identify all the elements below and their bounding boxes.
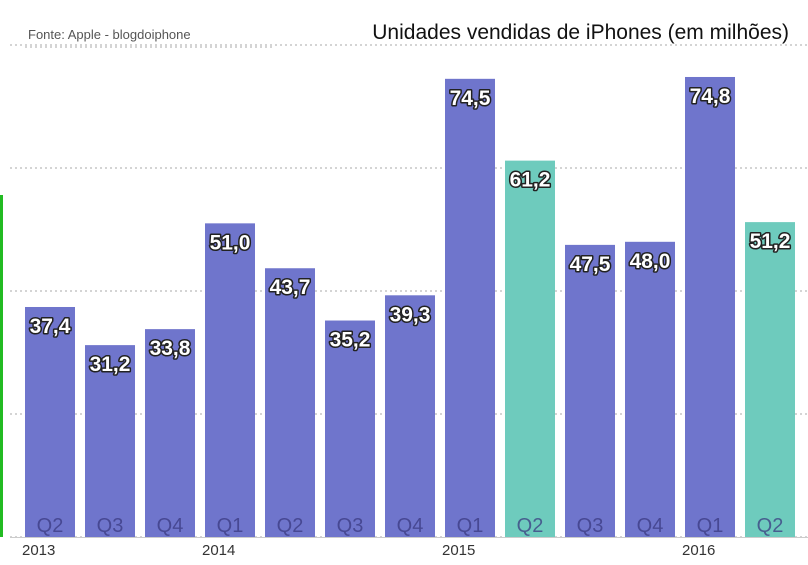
chart-title: Unidades vendidas de iPhones (em milhões… bbox=[372, 21, 789, 44]
quarter-label: Q3 bbox=[97, 515, 124, 537]
bar-value-label: 35,2 bbox=[330, 329, 371, 352]
bar-value-label: 33,8 bbox=[150, 337, 191, 360]
bar-value-label: 43,7 bbox=[270, 276, 311, 299]
left-edge-marker bbox=[0, 195, 3, 537]
bar bbox=[685, 76, 735, 537]
bar-value-label: 37,4 bbox=[30, 315, 71, 338]
bar-value-label: 48,0 bbox=[630, 250, 671, 273]
quarter-label: Q4 bbox=[157, 515, 184, 537]
bar bbox=[625, 241, 675, 538]
year-label: 2013 bbox=[22, 542, 55, 559]
source-note: Fonte: Apple - blogdoiphone bbox=[28, 27, 191, 42]
bar bbox=[265, 268, 315, 537]
bar bbox=[205, 223, 255, 537]
year-label: 2016 bbox=[682, 542, 715, 559]
bar-value-label: 47,5 bbox=[570, 253, 611, 276]
year-label: 2015 bbox=[442, 542, 475, 559]
quarter-label: Q2 bbox=[37, 515, 64, 537]
bars bbox=[25, 76, 795, 538]
bar-value-label: 31,2 bbox=[90, 353, 131, 376]
quarter-label: Q3 bbox=[577, 515, 604, 537]
bar bbox=[85, 345, 135, 537]
bar-value-label: 51,0 bbox=[210, 231, 251, 254]
bar-value-label: 39,3 bbox=[390, 303, 431, 326]
bar-value-label: 74,5 bbox=[450, 87, 491, 110]
quarter-label: Q2 bbox=[757, 515, 784, 537]
quarter-label: Q1 bbox=[697, 515, 724, 537]
bar-value-label: 51,2 bbox=[750, 230, 791, 253]
quarter-label: Q2 bbox=[517, 515, 544, 537]
bar-value-label: 74,8 bbox=[690, 85, 731, 108]
quarter-label: Q4 bbox=[637, 515, 664, 537]
bar-value-label: 61,2 bbox=[510, 169, 551, 192]
bar bbox=[325, 320, 375, 537]
quarter-label: Q4 bbox=[397, 515, 424, 537]
quarter-label: Q3 bbox=[337, 515, 364, 537]
bar bbox=[565, 244, 615, 537]
bar bbox=[385, 295, 435, 537]
bar bbox=[25, 306, 75, 537]
quarter-label: Q2 bbox=[277, 515, 304, 537]
bar-labels: 37,4 Q2 31,2 Q3 33,8 Q4 51,0 Q1 43,7 Q2 35,2 Q3 39,3… bbox=[28, 83, 792, 537]
year-labels: 2013 2014 2015 2016 bbox=[22, 542, 715, 559]
bar bbox=[745, 222, 795, 537]
quarter-label: Q1 bbox=[457, 515, 484, 537]
quarter-label: Q1 bbox=[217, 515, 244, 537]
bar bbox=[505, 160, 555, 537]
bar bbox=[145, 329, 195, 537]
bar bbox=[445, 78, 495, 537]
year-label: 2014 bbox=[202, 542, 235, 559]
